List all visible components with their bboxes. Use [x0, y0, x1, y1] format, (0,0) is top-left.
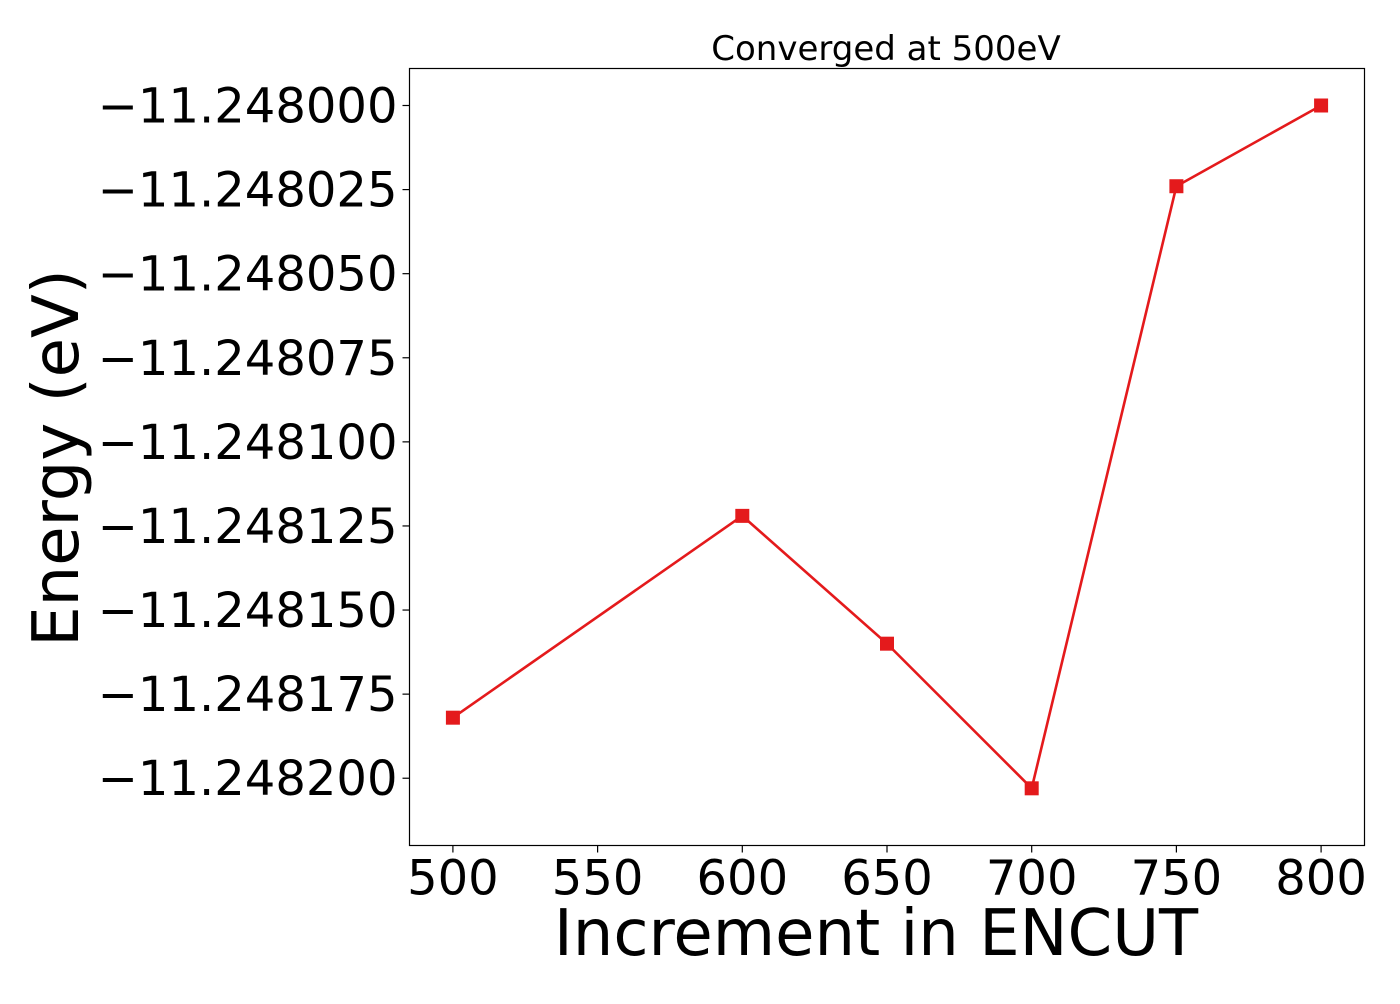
y-axis: −11.248000 −11.248025 −11.248050 −11.248075…	[98, 79, 410, 807]
y-tick-label: −11.248000	[98, 79, 398, 135]
y-tick-label: −11.248200	[98, 751, 398, 807]
y-tick-label: −11.248100	[98, 415, 398, 471]
plot-area-frame	[408, 67, 1366, 847]
y-axis-label: Energy (eV)	[20, 269, 94, 647]
y-tick-label: −11.248150	[98, 583, 398, 639]
chart-title: Converged at 500eV	[711, 29, 1060, 69]
x-tick-label: 650	[841, 851, 933, 907]
series-line	[452, 104, 1322, 790]
x-axis: 500 550 600 650 700 750 800	[407, 845, 1367, 907]
x-tick-label: 550	[552, 851, 644, 907]
data-point-marker	[1024, 781, 1039, 796]
x-tick-label: 700	[986, 851, 1078, 907]
x-tick-label: 750	[1131, 851, 1223, 907]
y-tick-label: −11.248175	[98, 667, 398, 723]
x-tick-label: 500	[407, 851, 499, 907]
x-axis-label: Increment in ENCUT	[554, 897, 1199, 971]
x-tick-label: 800	[1275, 851, 1367, 907]
data-point-marker	[1169, 179, 1184, 194]
y-tick-label: −11.248050	[98, 247, 398, 303]
y-tick-label: −11.248125	[98, 499, 398, 555]
x-tick-label: 600	[696, 851, 788, 907]
data-point-marker	[1314, 98, 1329, 113]
data-point-marker	[880, 636, 894, 651]
series-layer	[445, 98, 1329, 796]
y-tick-label: −11.248025	[98, 163, 398, 219]
data-point-marker	[445, 710, 460, 725]
data-point-marker	[735, 508, 750, 523]
y-tick-label: −11.248075	[98, 331, 398, 387]
